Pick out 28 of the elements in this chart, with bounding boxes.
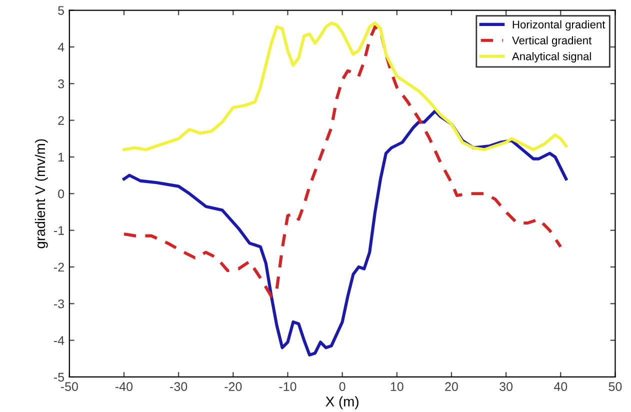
y-tick-label: 2 xyxy=(58,116,64,125)
y-tick-label: -5 xyxy=(54,372,64,382)
x-tick-label: 30 xyxy=(500,382,513,392)
y-tick-label: -3 xyxy=(54,299,64,308)
y-tick-label: -1 xyxy=(54,226,64,235)
line-series xyxy=(122,110,568,357)
y-tick-label: -4 xyxy=(54,336,64,345)
x-tick-label: 40 xyxy=(554,382,568,392)
y-tick-label: 3 xyxy=(58,79,64,88)
x-tick-label: 10 xyxy=(390,382,404,392)
x-tick-label: -30 xyxy=(170,382,188,392)
x-tick-label: 50 xyxy=(608,382,622,392)
y-axis-title: gradient V (mv/m) xyxy=(34,139,48,248)
x-tick-label: 20 xyxy=(445,382,458,392)
legend-label: Analytical signal xyxy=(512,52,591,62)
x-tick-label: -50 xyxy=(60,382,78,392)
y-tick-label: 4 xyxy=(58,42,64,52)
x-tick-label: 0 xyxy=(339,382,346,392)
legend-label: Horizontal gradient xyxy=(512,20,606,31)
y-tick-label: 5 xyxy=(58,6,64,15)
x-tick-label: -20 xyxy=(224,382,242,392)
x-axis-title: X (m) xyxy=(326,396,358,410)
y-tick-label: -2 xyxy=(54,262,64,272)
y-tick-label: 1 xyxy=(58,152,64,162)
legend-label: Vertical gradient xyxy=(512,36,592,47)
x-tick-label: -10 xyxy=(279,382,296,392)
y-tick-label: 0 xyxy=(58,189,64,198)
x-tick-label: -40 xyxy=(116,382,133,392)
